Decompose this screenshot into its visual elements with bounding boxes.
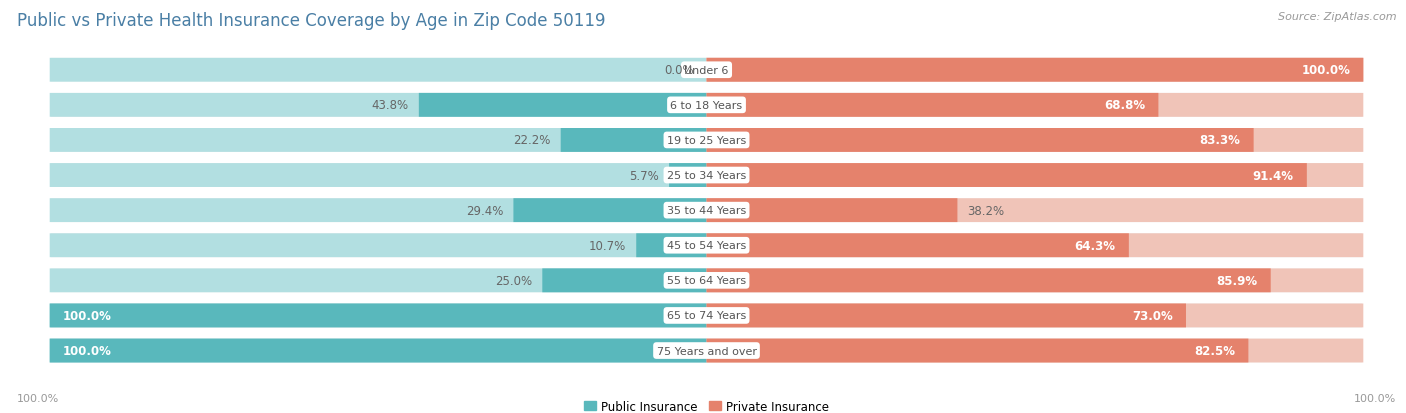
FancyBboxPatch shape — [706, 269, 1271, 292]
FancyBboxPatch shape — [637, 234, 706, 258]
FancyBboxPatch shape — [419, 94, 706, 117]
Text: 65 to 74 Years: 65 to 74 Years — [666, 311, 747, 320]
Text: 25 to 34 Years: 25 to 34 Years — [666, 171, 747, 180]
Text: 68.8%: 68.8% — [1104, 99, 1146, 112]
FancyBboxPatch shape — [49, 234, 706, 258]
Text: 85.9%: 85.9% — [1216, 274, 1257, 287]
FancyBboxPatch shape — [49, 339, 706, 363]
Text: 64.3%: 64.3% — [1074, 239, 1116, 252]
Text: 35 to 44 Years: 35 to 44 Years — [666, 206, 747, 216]
FancyBboxPatch shape — [706, 339, 1364, 363]
Text: 10.7%: 10.7% — [589, 239, 627, 252]
Text: 38.2%: 38.2% — [967, 204, 1004, 217]
Text: 75 Years and over: 75 Years and over — [657, 346, 756, 356]
FancyBboxPatch shape — [706, 164, 1306, 188]
FancyBboxPatch shape — [706, 234, 1129, 258]
FancyBboxPatch shape — [706, 59, 1364, 83]
Text: Public vs Private Health Insurance Coverage by Age in Zip Code 50119: Public vs Private Health Insurance Cover… — [17, 12, 606, 30]
FancyBboxPatch shape — [49, 198, 1364, 223]
FancyBboxPatch shape — [49, 269, 706, 292]
Text: 100.0%: 100.0% — [1302, 64, 1350, 77]
FancyBboxPatch shape — [49, 338, 1364, 363]
FancyBboxPatch shape — [49, 164, 706, 188]
FancyBboxPatch shape — [706, 59, 1364, 83]
Text: 73.0%: 73.0% — [1132, 309, 1173, 322]
Text: 6 to 18 Years: 6 to 18 Years — [671, 101, 742, 111]
FancyBboxPatch shape — [49, 304, 706, 328]
Text: 100.0%: 100.0% — [63, 344, 111, 357]
FancyBboxPatch shape — [49, 94, 706, 117]
Text: 25.0%: 25.0% — [495, 274, 533, 287]
FancyBboxPatch shape — [49, 128, 1364, 154]
FancyBboxPatch shape — [706, 129, 1254, 152]
FancyBboxPatch shape — [49, 129, 706, 152]
FancyBboxPatch shape — [49, 93, 1364, 119]
Text: 0.0%: 0.0% — [664, 64, 693, 77]
Text: 83.3%: 83.3% — [1199, 134, 1240, 147]
FancyBboxPatch shape — [706, 94, 1364, 117]
Text: Source: ZipAtlas.com: Source: ZipAtlas.com — [1278, 12, 1396, 22]
FancyBboxPatch shape — [706, 199, 957, 223]
Legend: Public Insurance, Private Insurance: Public Insurance, Private Insurance — [579, 395, 834, 413]
Text: 91.4%: 91.4% — [1253, 169, 1294, 182]
FancyBboxPatch shape — [706, 199, 1364, 223]
FancyBboxPatch shape — [706, 129, 1364, 152]
Text: 100.0%: 100.0% — [17, 393, 59, 403]
FancyBboxPatch shape — [49, 339, 706, 363]
FancyBboxPatch shape — [49, 233, 1364, 259]
Text: 55 to 64 Years: 55 to 64 Years — [666, 275, 747, 286]
Text: 19 to 25 Years: 19 to 25 Years — [666, 135, 747, 146]
FancyBboxPatch shape — [706, 304, 1187, 328]
Text: Under 6: Under 6 — [685, 66, 728, 76]
FancyBboxPatch shape — [706, 164, 1364, 188]
FancyBboxPatch shape — [706, 339, 1249, 363]
FancyBboxPatch shape — [706, 234, 1364, 258]
FancyBboxPatch shape — [49, 268, 1364, 294]
FancyBboxPatch shape — [706, 304, 1364, 328]
FancyBboxPatch shape — [49, 199, 706, 223]
FancyBboxPatch shape — [49, 58, 1364, 83]
Text: 43.8%: 43.8% — [371, 99, 409, 112]
FancyBboxPatch shape — [49, 163, 1364, 188]
Text: 100.0%: 100.0% — [1354, 393, 1396, 403]
FancyBboxPatch shape — [513, 199, 706, 223]
FancyBboxPatch shape — [49, 303, 1364, 329]
FancyBboxPatch shape — [561, 129, 706, 152]
Text: 29.4%: 29.4% — [467, 204, 503, 217]
FancyBboxPatch shape — [543, 269, 706, 292]
FancyBboxPatch shape — [706, 94, 1159, 117]
Text: 100.0%: 100.0% — [63, 309, 111, 322]
FancyBboxPatch shape — [669, 164, 706, 188]
Text: 82.5%: 82.5% — [1194, 344, 1236, 357]
FancyBboxPatch shape — [49, 59, 706, 83]
Text: 45 to 54 Years: 45 to 54 Years — [666, 241, 747, 251]
FancyBboxPatch shape — [49, 304, 706, 328]
Text: 5.7%: 5.7% — [630, 169, 659, 182]
FancyBboxPatch shape — [706, 269, 1364, 292]
Text: 22.2%: 22.2% — [513, 134, 551, 147]
